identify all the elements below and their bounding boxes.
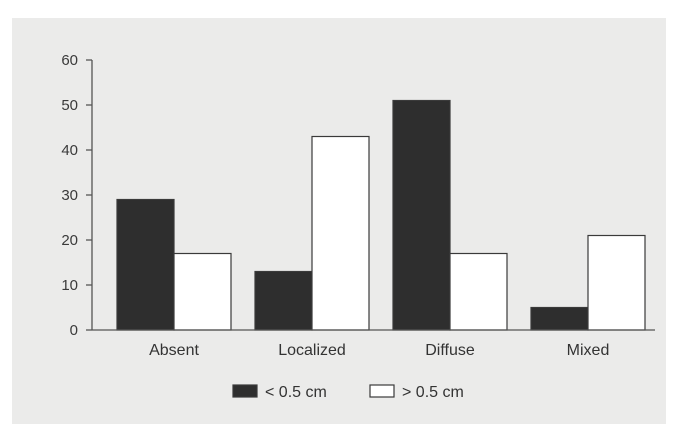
- y-tick-label-60: 60: [61, 52, 78, 69]
- labels-layer: 0 10 20 30 40 50 60 Absent Localized Diffuse Mixed: [61, 52, 609, 359]
- y-tick-label-20: 20: [61, 232, 78, 249]
- y-tick-label-0: 0: [70, 322, 78, 339]
- bar-absent-series-2: [173, 252, 232, 331]
- bar-localized-series-2: [311, 135, 370, 331]
- x-tick-label-localized: Localized: [278, 342, 346, 359]
- x-tick-label-absent: Absent: [149, 342, 199, 359]
- bar-absent-series-1: [116, 198, 175, 331]
- bar-diffuse-series-1: [392, 99, 451, 331]
- legend-swatch-series-1: [232, 384, 258, 398]
- axes-layer: [86, 59, 655, 331]
- bar-mixed-series-2: [587, 234, 646, 331]
- y-tick-label-50: 50: [61, 97, 78, 114]
- bar-diffuse-series-2: [449, 252, 508, 331]
- legend-label-series-1: < 0.5 cm: [265, 384, 327, 401]
- x-tick-label-diffuse: Diffuse: [425, 342, 475, 359]
- x-tick-label-mixed: Mixed: [567, 342, 610, 359]
- bars-layer: [116, 99, 646, 331]
- y-tick-label-40: 40: [61, 142, 78, 159]
- bar-localized-series-1: [254, 270, 313, 331]
- legend-swatch-series-2: [369, 384, 395, 398]
- y-tick-label-30: 30: [61, 187, 78, 204]
- legend-label-series-2: > 0.5 cm: [402, 384, 464, 401]
- y-tick-label-10: 10: [61, 277, 78, 294]
- bar-mixed-series-1: [530, 306, 589, 331]
- legend: < 0.5 cm > 0.5 cm: [232, 384, 464, 401]
